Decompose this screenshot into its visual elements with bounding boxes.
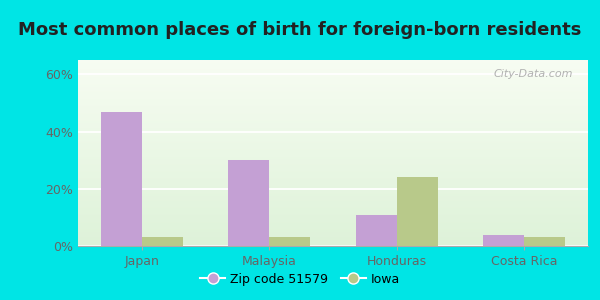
Bar bbox=[524, 237, 565, 246]
Bar bbox=[397, 177, 437, 246]
Bar bbox=[101, 112, 142, 246]
Bar bbox=[142, 237, 182, 246]
Bar bbox=[356, 214, 397, 246]
Text: Most common places of birth for foreign-born residents: Most common places of birth for foreign-… bbox=[19, 21, 581, 39]
Bar bbox=[229, 160, 269, 246]
Bar bbox=[269, 237, 310, 246]
Bar bbox=[484, 235, 524, 246]
Legend: Zip code 51579, Iowa: Zip code 51579, Iowa bbox=[195, 268, 405, 291]
Text: City-Data.com: City-Data.com bbox=[493, 69, 573, 79]
